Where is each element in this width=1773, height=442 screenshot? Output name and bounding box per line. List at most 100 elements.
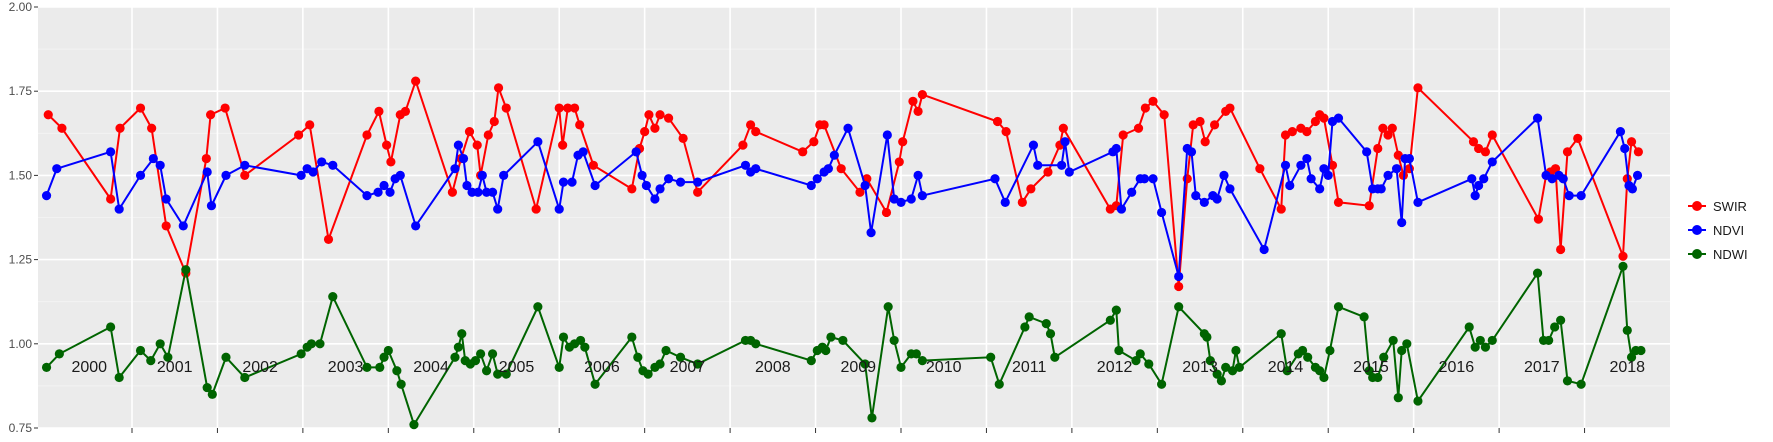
data-point-ndvi bbox=[328, 160, 338, 170]
data-point-swir bbox=[1188, 120, 1198, 130]
data-point-ndvi bbox=[1057, 160, 1067, 170]
data-point-swir bbox=[1276, 204, 1286, 214]
data-point-ndwi bbox=[240, 372, 250, 383]
data-point-ndwi bbox=[994, 379, 1004, 389]
data-point-swir bbox=[917, 89, 927, 100]
data-point-ndvi bbox=[1467, 174, 1477, 184]
data-point-ndwi bbox=[493, 369, 503, 379]
data-point-swir bbox=[1133, 123, 1144, 133]
data-point-swir bbox=[1209, 120, 1220, 130]
data-point-ndwi bbox=[1227, 366, 1238, 376]
data-point-ndvi bbox=[1576, 191, 1586, 201]
data-point-swir bbox=[374, 106, 384, 117]
data-point-ndvi bbox=[1225, 184, 1235, 194]
data-point-ndvi bbox=[1116, 204, 1127, 214]
data-point-ndwi bbox=[633, 352, 643, 362]
data-point-swir bbox=[531, 204, 541, 214]
data-point-ndvi bbox=[41, 191, 52, 201]
data-point-swir bbox=[1487, 130, 1497, 140]
data-point-swir bbox=[1174, 281, 1184, 292]
data-point-swir bbox=[1195, 116, 1205, 127]
data-point-ndvi bbox=[1174, 271, 1184, 282]
data-point-ndwi bbox=[533, 302, 543, 312]
data-point-ndvi bbox=[1323, 170, 1333, 180]
data-point-ndvi bbox=[1532, 113, 1543, 123]
year-label: 2001 bbox=[157, 359, 193, 376]
data-point-ndwi bbox=[362, 362, 372, 372]
data-point-ndwi bbox=[155, 339, 165, 349]
data-point-ndvi bbox=[917, 191, 927, 201]
data-point-ndwi bbox=[1618, 261, 1628, 271]
series-line-ndvi bbox=[45, 116, 1639, 277]
data-point-ndvi bbox=[1333, 113, 1344, 123]
data-point-swir bbox=[1225, 103, 1235, 113]
axis-layer: 0.75 1.00 1.25 1.50 1.75 2.00 bbox=[9, 0, 1586, 435]
data-point-ndvi bbox=[1259, 244, 1269, 255]
data-point-swir bbox=[1200, 137, 1210, 147]
data-point-ndwi bbox=[751, 339, 761, 349]
data-point-swir bbox=[1378, 123, 1388, 133]
data-point-ndvi bbox=[308, 167, 318, 177]
data-point-ndwi bbox=[470, 356, 481, 366]
data-point-swir bbox=[1364, 201, 1374, 211]
data-point-swir bbox=[650, 123, 660, 133]
data-point-ndvi bbox=[751, 164, 761, 174]
data-point-ndvi bbox=[1362, 147, 1372, 157]
data-point-swir bbox=[627, 184, 637, 194]
data-point-ndvi bbox=[1319, 164, 1329, 174]
data-point-ndwi bbox=[1050, 352, 1060, 362]
data-point-ndvi bbox=[1620, 143, 1630, 154]
data-point-ndvi bbox=[462, 180, 472, 191]
data-point-ndwi bbox=[883, 302, 893, 312]
data-point-ndvi bbox=[1285, 180, 1295, 191]
data-point-ndvi bbox=[1306, 174, 1316, 184]
data-point-ndwi bbox=[693, 359, 703, 369]
data-point-ndwi bbox=[554, 362, 564, 372]
data-point-ndwi bbox=[375, 362, 385, 372]
year-label: 2005 bbox=[499, 359, 535, 376]
data-point-ndvi bbox=[740, 160, 751, 170]
data-point-ndvi bbox=[1302, 153, 1312, 164]
data-point-ndvi bbox=[362, 191, 372, 201]
data-point-ndwi bbox=[1231, 345, 1241, 356]
data-point-ndvi bbox=[379, 180, 389, 191]
data-point-swir bbox=[161, 221, 171, 231]
data-point-swir bbox=[908, 96, 918, 106]
data-point-ndwi bbox=[627, 332, 637, 342]
data-point-ndwi bbox=[590, 379, 600, 389]
data-point-ndwi bbox=[453, 342, 463, 352]
data-point-ndwi bbox=[202, 382, 212, 393]
data-point-ndwi bbox=[1114, 345, 1124, 356]
year-label: 2007 bbox=[670, 359, 706, 376]
data-point-ndvi bbox=[906, 194, 916, 204]
data-point-swir bbox=[898, 137, 908, 147]
data-point-swir bbox=[746, 120, 756, 130]
data-point-swir bbox=[294, 130, 304, 140]
data-point-ndvi bbox=[450, 164, 460, 174]
data-point-ndwi bbox=[675, 352, 686, 362]
data-point-ndwi bbox=[1475, 335, 1485, 346]
data-point-swir bbox=[1017, 197, 1027, 207]
year-label: 2014 bbox=[1268, 359, 1304, 376]
data-point-ndvi bbox=[114, 204, 124, 214]
data-point-swir bbox=[483, 130, 493, 140]
data-point-swir bbox=[836, 164, 846, 174]
data-point-ndvi bbox=[1487, 157, 1497, 167]
data-point-ndwi bbox=[392, 366, 402, 376]
year-label: 2004 bbox=[413, 359, 449, 376]
data-point-ndwi bbox=[896, 362, 906, 372]
data-point-swir bbox=[411, 76, 421, 86]
year-label: 2008 bbox=[755, 359, 791, 376]
data-point-ndvi bbox=[533, 137, 543, 147]
data-point-swir bbox=[447, 187, 458, 197]
data-point-ndwi bbox=[1234, 362, 1244, 372]
data-point-swir bbox=[663, 113, 674, 123]
y-tick-label: 2.00 bbox=[9, 0, 33, 14]
data-point-ndwi bbox=[1464, 322, 1474, 332]
data-point-ndwi bbox=[1388, 335, 1398, 346]
data-point-ndvi bbox=[990, 174, 1000, 184]
data-point-swir bbox=[1310, 116, 1321, 127]
data-point-swir bbox=[809, 137, 819, 147]
data-point-swir bbox=[1026, 184, 1036, 194]
